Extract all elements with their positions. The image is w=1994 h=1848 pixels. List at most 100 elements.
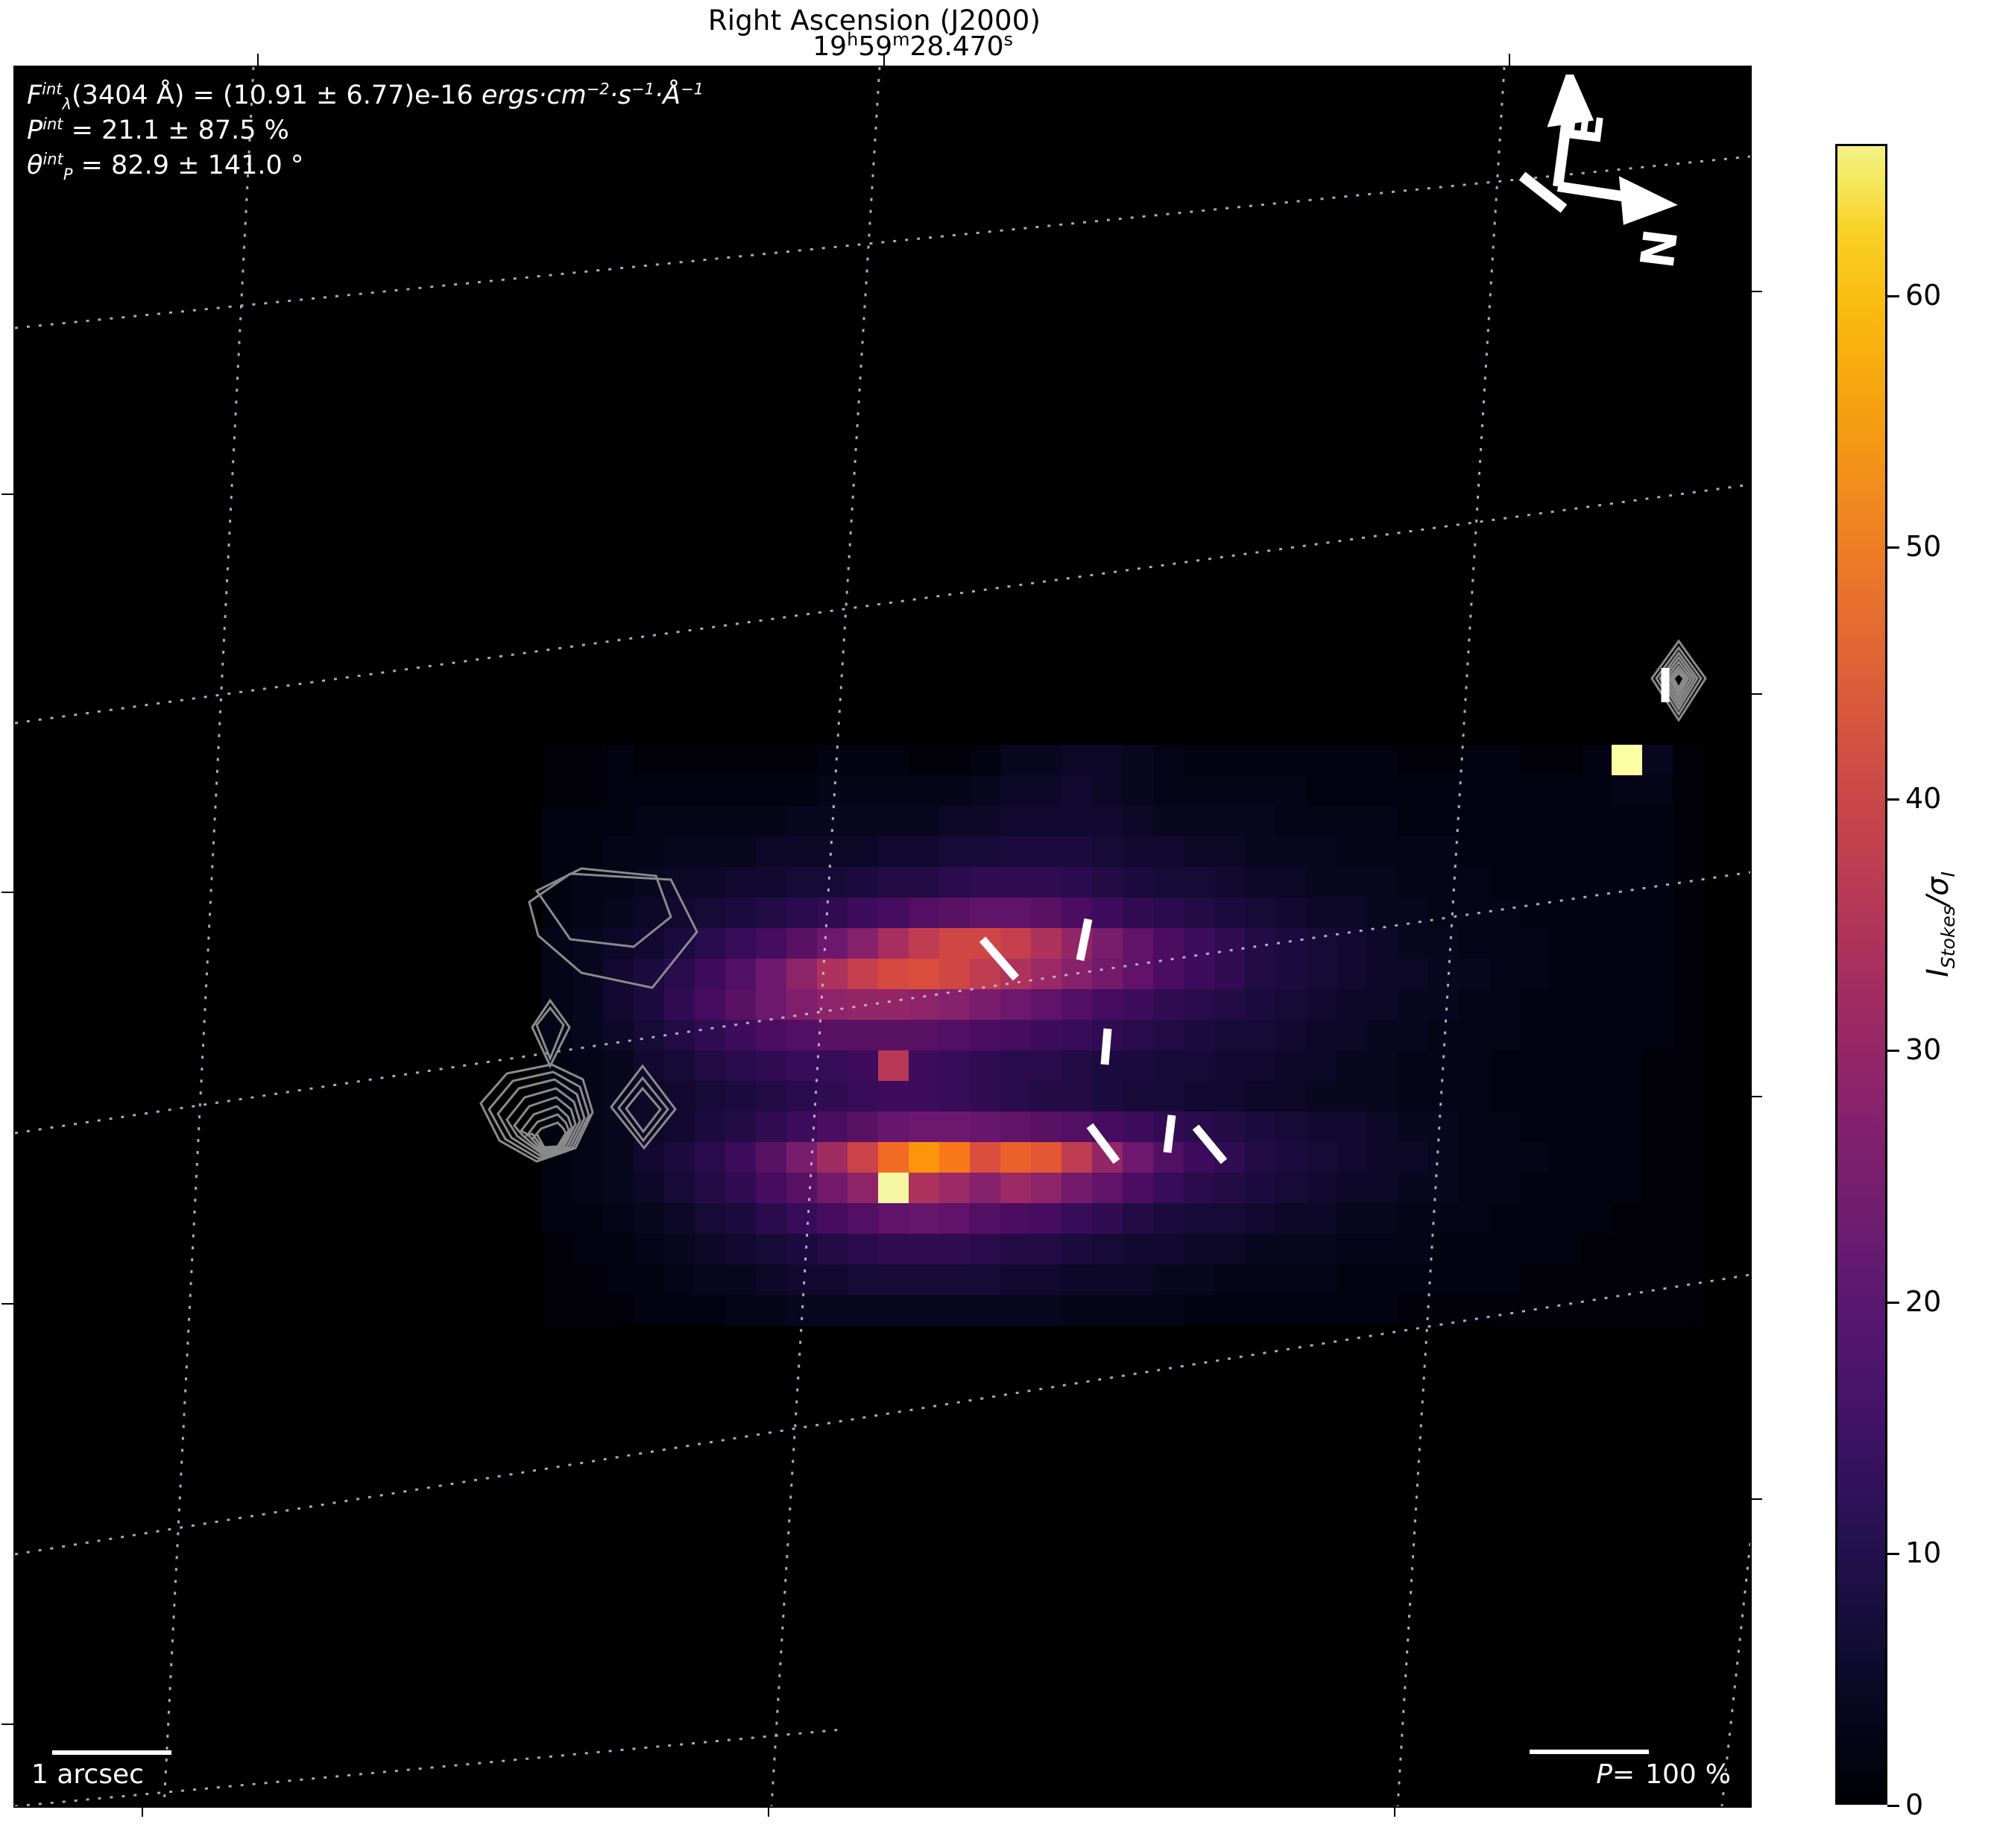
ra-minute-unit: m [892, 29, 910, 50]
heatmap-pixel [1214, 1234, 1246, 1265]
flux-units-3: ·Å [654, 81, 681, 110]
heatmap-pixel [939, 775, 971, 807]
heatmap-pixel [970, 836, 1001, 868]
pol-scalebar-prefix: P= [1596, 1759, 1635, 1790]
heatmap-pixel [1337, 1234, 1368, 1265]
angular-scalebar: 1 arcsec [31, 1750, 171, 1790]
heatmap-pixel [1581, 745, 1612, 776]
colorbar-tick-label: 50 [1905, 530, 1942, 564]
heatmap-pixel [1581, 1203, 1612, 1234]
heatmap-pixel [1673, 1173, 1704, 1204]
heatmap-pixel [1612, 1203, 1643, 1234]
heatmap-pixel [1061, 1142, 1093, 1173]
axis-tick-bottom-1 [142, 1805, 143, 1817]
heatmap-pixel [970, 1234, 1001, 1265]
heatmap-pixel [1642, 745, 1673, 776]
heatmap-pixel [725, 1203, 757, 1234]
heatmap-pixel [695, 775, 726, 807]
heatmap-pixel [1673, 806, 1704, 837]
heatmap-pixel [1673, 745, 1704, 776]
heatmap-pixel [1673, 836, 1704, 868]
heatmap-pixel [1673, 1142, 1704, 1173]
theta-subscript: P [63, 165, 73, 183]
ra-hours: 19 [813, 31, 848, 62]
heatmap-pixel [1000, 775, 1032, 807]
heatmap-pixel [634, 775, 665, 807]
heatmap-pixel [664, 1173, 695, 1204]
heatmap-pixel [664, 1203, 695, 1234]
compass-north-label: N [1629, 226, 1688, 271]
heatmap-pixel [634, 745, 665, 776]
colorbar-tick [1887, 1050, 1899, 1053]
heatmap-pixel [695, 745, 726, 776]
heatmap-pixel [1245, 1203, 1276, 1234]
theta-symbol: θ [27, 150, 43, 180]
heatmap-pixel [1031, 1234, 1062, 1265]
ra-seconds: 28.470 [909, 31, 1004, 62]
heatmap-pixel [1092, 1203, 1123, 1234]
heatmap-pixel [1581, 806, 1612, 837]
heatmap-pixel [603, 1203, 634, 1234]
pol-superscript: int [42, 115, 63, 133]
colorbar-tick [1887, 1301, 1899, 1304]
polarimetry-overlays [479, 639, 1707, 1164]
heatmap-pixel [1520, 775, 1551, 807]
heatmap-pixel [1612, 1234, 1643, 1265]
ra-second-unit: s [1003, 29, 1013, 50]
heatmap-pixel [634, 1142, 665, 1173]
heatmap-pixel [1275, 836, 1307, 868]
heatmap-pixel [1184, 1173, 1215, 1204]
axis-tick-right-3 [1750, 1096, 1762, 1097]
heatmap-pixel [1092, 1234, 1123, 1265]
heatmap-pixel [939, 1203, 971, 1234]
heatmap-pixel [1031, 1203, 1062, 1234]
heatmap-pixel [939, 806, 971, 837]
flux-unit-exp-2: −1 [631, 80, 654, 98]
heatmap-pixel [1275, 1234, 1307, 1265]
page-title: Right Ascension (J2000) [707, 4, 1041, 37]
heatmap-pixel [725, 836, 757, 868]
flux-superscript: int [42, 80, 63, 98]
heatmap-pixel [970, 775, 1001, 807]
heatmap-pixel [1184, 745, 1215, 776]
heatmap-pixel [1612, 775, 1643, 807]
heatmap-pixel [909, 1234, 940, 1265]
heatmap-pixel [1337, 745, 1368, 776]
heatmap-pixel [572, 1173, 604, 1204]
flux-unit-exp-3: −1 [681, 80, 704, 98]
heatmap-pixel [695, 1142, 726, 1173]
heatmap-pixel [878, 1142, 909, 1173]
heatmap-pixel [1245, 1234, 1276, 1265]
heatmap-pixel [1306, 1173, 1337, 1204]
heatmap-pixel [1245, 745, 1276, 776]
heatmap-pixel [1153, 806, 1184, 837]
heatmap-pixel [542, 1234, 573, 1265]
heatmap-pixel [1367, 1234, 1398, 1265]
heatmap-pixel [909, 836, 940, 868]
heatmap-pixel [1306, 836, 1337, 868]
colorbar-tick-label: 0 [1905, 1788, 1924, 1821]
heatmap-pixel [1153, 775, 1184, 807]
heatmap-pixel [1123, 775, 1154, 807]
axis-tick-top-1 [257, 54, 259, 66]
heatmap-pixel [1550, 1173, 1582, 1204]
heatmap-pixel [1642, 1203, 1673, 1234]
angular-scalebar-line [52, 1750, 171, 1755]
axis-tick-right-1 [1750, 291, 1762, 292]
heatmap-pixel [1337, 1173, 1368, 1204]
pol-scalebar-unit: % [1705, 1759, 1731, 1790]
heatmap-pixel [1031, 775, 1062, 807]
sky-image-panel[interactable]: Fintλ(3404 Å) = (10.91 ± 6.77)e-16 ergs·… [13, 66, 1752, 1808]
heatmap-pixel [1184, 806, 1215, 837]
heatmap-pixel [634, 1203, 665, 1234]
heatmap-pixel [1061, 745, 1093, 776]
colorbar-tick-label: 30 [1905, 1033, 1942, 1067]
heatmap-pixel [542, 806, 573, 837]
heatmap-pixel [725, 775, 757, 807]
heatmap-pixel [1061, 775, 1093, 807]
heatmap-pixel [1337, 806, 1368, 837]
axis-tick-right-2 [1750, 693, 1762, 695]
heatmap-pixel [1642, 1173, 1673, 1204]
heatmap-pixel [1153, 836, 1184, 868]
heatmap-pixel [1061, 1173, 1093, 1204]
